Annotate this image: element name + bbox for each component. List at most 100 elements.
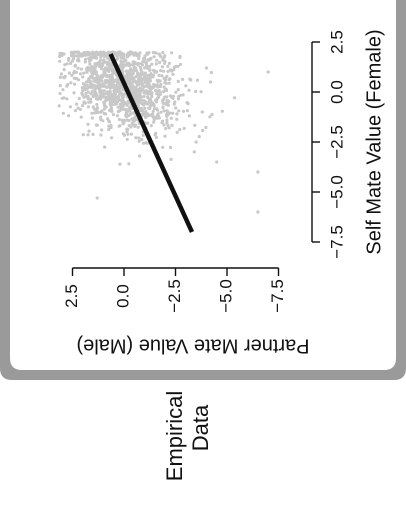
scatter-point bbox=[155, 58, 159, 62]
scatter-point bbox=[91, 94, 95, 99]
scatter-point bbox=[154, 135, 158, 140]
y-tick-label: 2.5 bbox=[62, 284, 81, 308]
scatter-point bbox=[146, 95, 150, 99]
scatter-point bbox=[104, 92, 108, 96]
scatter-point bbox=[91, 105, 95, 109]
scatter-point bbox=[116, 51, 120, 55]
scatter-point bbox=[161, 145, 165, 149]
scatter-point bbox=[162, 77, 166, 81]
scatter-point bbox=[157, 73, 161, 77]
scatter-point bbox=[169, 157, 173, 161]
scatter-point bbox=[185, 109, 189, 113]
scatter-point bbox=[146, 73, 150, 77]
scatter-point bbox=[103, 79, 107, 83]
scatter-point bbox=[118, 53, 122, 58]
scatter-point bbox=[58, 91, 62, 96]
scatter-point bbox=[143, 71, 147, 75]
scatter-point bbox=[95, 86, 99, 90]
scatter-point bbox=[195, 78, 200, 82]
scatter-point bbox=[148, 113, 152, 117]
scatter-point bbox=[76, 66, 80, 70]
scatter-point bbox=[197, 135, 201, 139]
scatter-point bbox=[138, 65, 142, 70]
scatter-point bbox=[67, 71, 71, 75]
scatter-point bbox=[157, 52, 161, 56]
scatter-point bbox=[70, 73, 74, 77]
scatter-point bbox=[150, 113, 154, 118]
scatter-point bbox=[209, 70, 213, 75]
scatter-point bbox=[111, 81, 115, 85]
scatter-point bbox=[145, 141, 149, 145]
scatter-point bbox=[120, 99, 124, 103]
scatter-point bbox=[132, 52, 136, 56]
scatter-point bbox=[143, 80, 147, 84]
scatter-point bbox=[194, 89, 198, 93]
scatter-point bbox=[111, 71, 115, 75]
scatter-point bbox=[142, 103, 146, 107]
scatter-point bbox=[140, 63, 144, 67]
scatter-point bbox=[176, 88, 180, 92]
scatter-point bbox=[156, 89, 160, 93]
scatter-point bbox=[161, 58, 165, 62]
scatter-point bbox=[171, 111, 175, 115]
scatter-point bbox=[99, 64, 104, 68]
scatter-point bbox=[95, 51, 99, 56]
scatter-point bbox=[143, 75, 147, 79]
scatter-point bbox=[160, 74, 164, 78]
scatter-point bbox=[186, 102, 190, 106]
scatter-point bbox=[73, 109, 77, 113]
scatter-point bbox=[131, 78, 135, 82]
scatter-point bbox=[149, 98, 153, 102]
scatter-point bbox=[151, 109, 155, 113]
scatter-point bbox=[67, 58, 71, 62]
scatter-point bbox=[80, 104, 85, 108]
scatter-point bbox=[145, 84, 149, 88]
scatter-point bbox=[83, 60, 87, 64]
scatter-point bbox=[106, 56, 110, 60]
scatter-point bbox=[116, 105, 120, 109]
scatter-point bbox=[131, 72, 135, 76]
scatter-point bbox=[121, 69, 125, 73]
scatter-point bbox=[148, 68, 152, 72]
scatter-point bbox=[164, 81, 168, 85]
scatter-point bbox=[87, 129, 91, 133]
scatter-point bbox=[61, 111, 65, 115]
scatter-point bbox=[62, 52, 66, 56]
scatter-point bbox=[179, 62, 183, 66]
scatter-point bbox=[125, 55, 129, 59]
scatter-point bbox=[161, 119, 165, 123]
scatter-point bbox=[140, 138, 144, 142]
scatter-point bbox=[97, 87, 101, 91]
scatter-point bbox=[122, 118, 126, 122]
scatter-point bbox=[162, 69, 166, 73]
scatter-point bbox=[152, 51, 157, 55]
scatter-point bbox=[162, 109, 166, 113]
scatter-point bbox=[95, 196, 99, 200]
scatter-point bbox=[104, 99, 108, 103]
scatter-point bbox=[104, 112, 108, 116]
scatter-point bbox=[118, 84, 122, 88]
scatter-point bbox=[184, 84, 188, 88]
scatter-point bbox=[166, 69, 170, 74]
scatter-point bbox=[58, 84, 62, 88]
scatter-point bbox=[122, 64, 126, 68]
scatter-point bbox=[103, 72, 107, 76]
scatter-point bbox=[109, 84, 113, 88]
scatter-point bbox=[94, 92, 98, 96]
scatter-point bbox=[162, 90, 166, 94]
scatter-point bbox=[115, 114, 120, 118]
scatter-point bbox=[102, 107, 106, 111]
scatter-point bbox=[156, 114, 161, 118]
scatter-point bbox=[65, 97, 69, 101]
scatter-point bbox=[75, 54, 79, 58]
scatter-point bbox=[131, 85, 135, 89]
scatter-point bbox=[87, 56, 91, 60]
scatter-point bbox=[170, 51, 174, 55]
y-axis-label: Partner Mate Value (Male) bbox=[76, 335, 309, 357]
scatter-point bbox=[215, 160, 219, 164]
scatter-point bbox=[114, 79, 118, 83]
scatter-point bbox=[91, 50, 95, 54]
scatter-point bbox=[192, 150, 196, 154]
scatter-point bbox=[193, 123, 197, 127]
scatter-point bbox=[94, 54, 98, 58]
